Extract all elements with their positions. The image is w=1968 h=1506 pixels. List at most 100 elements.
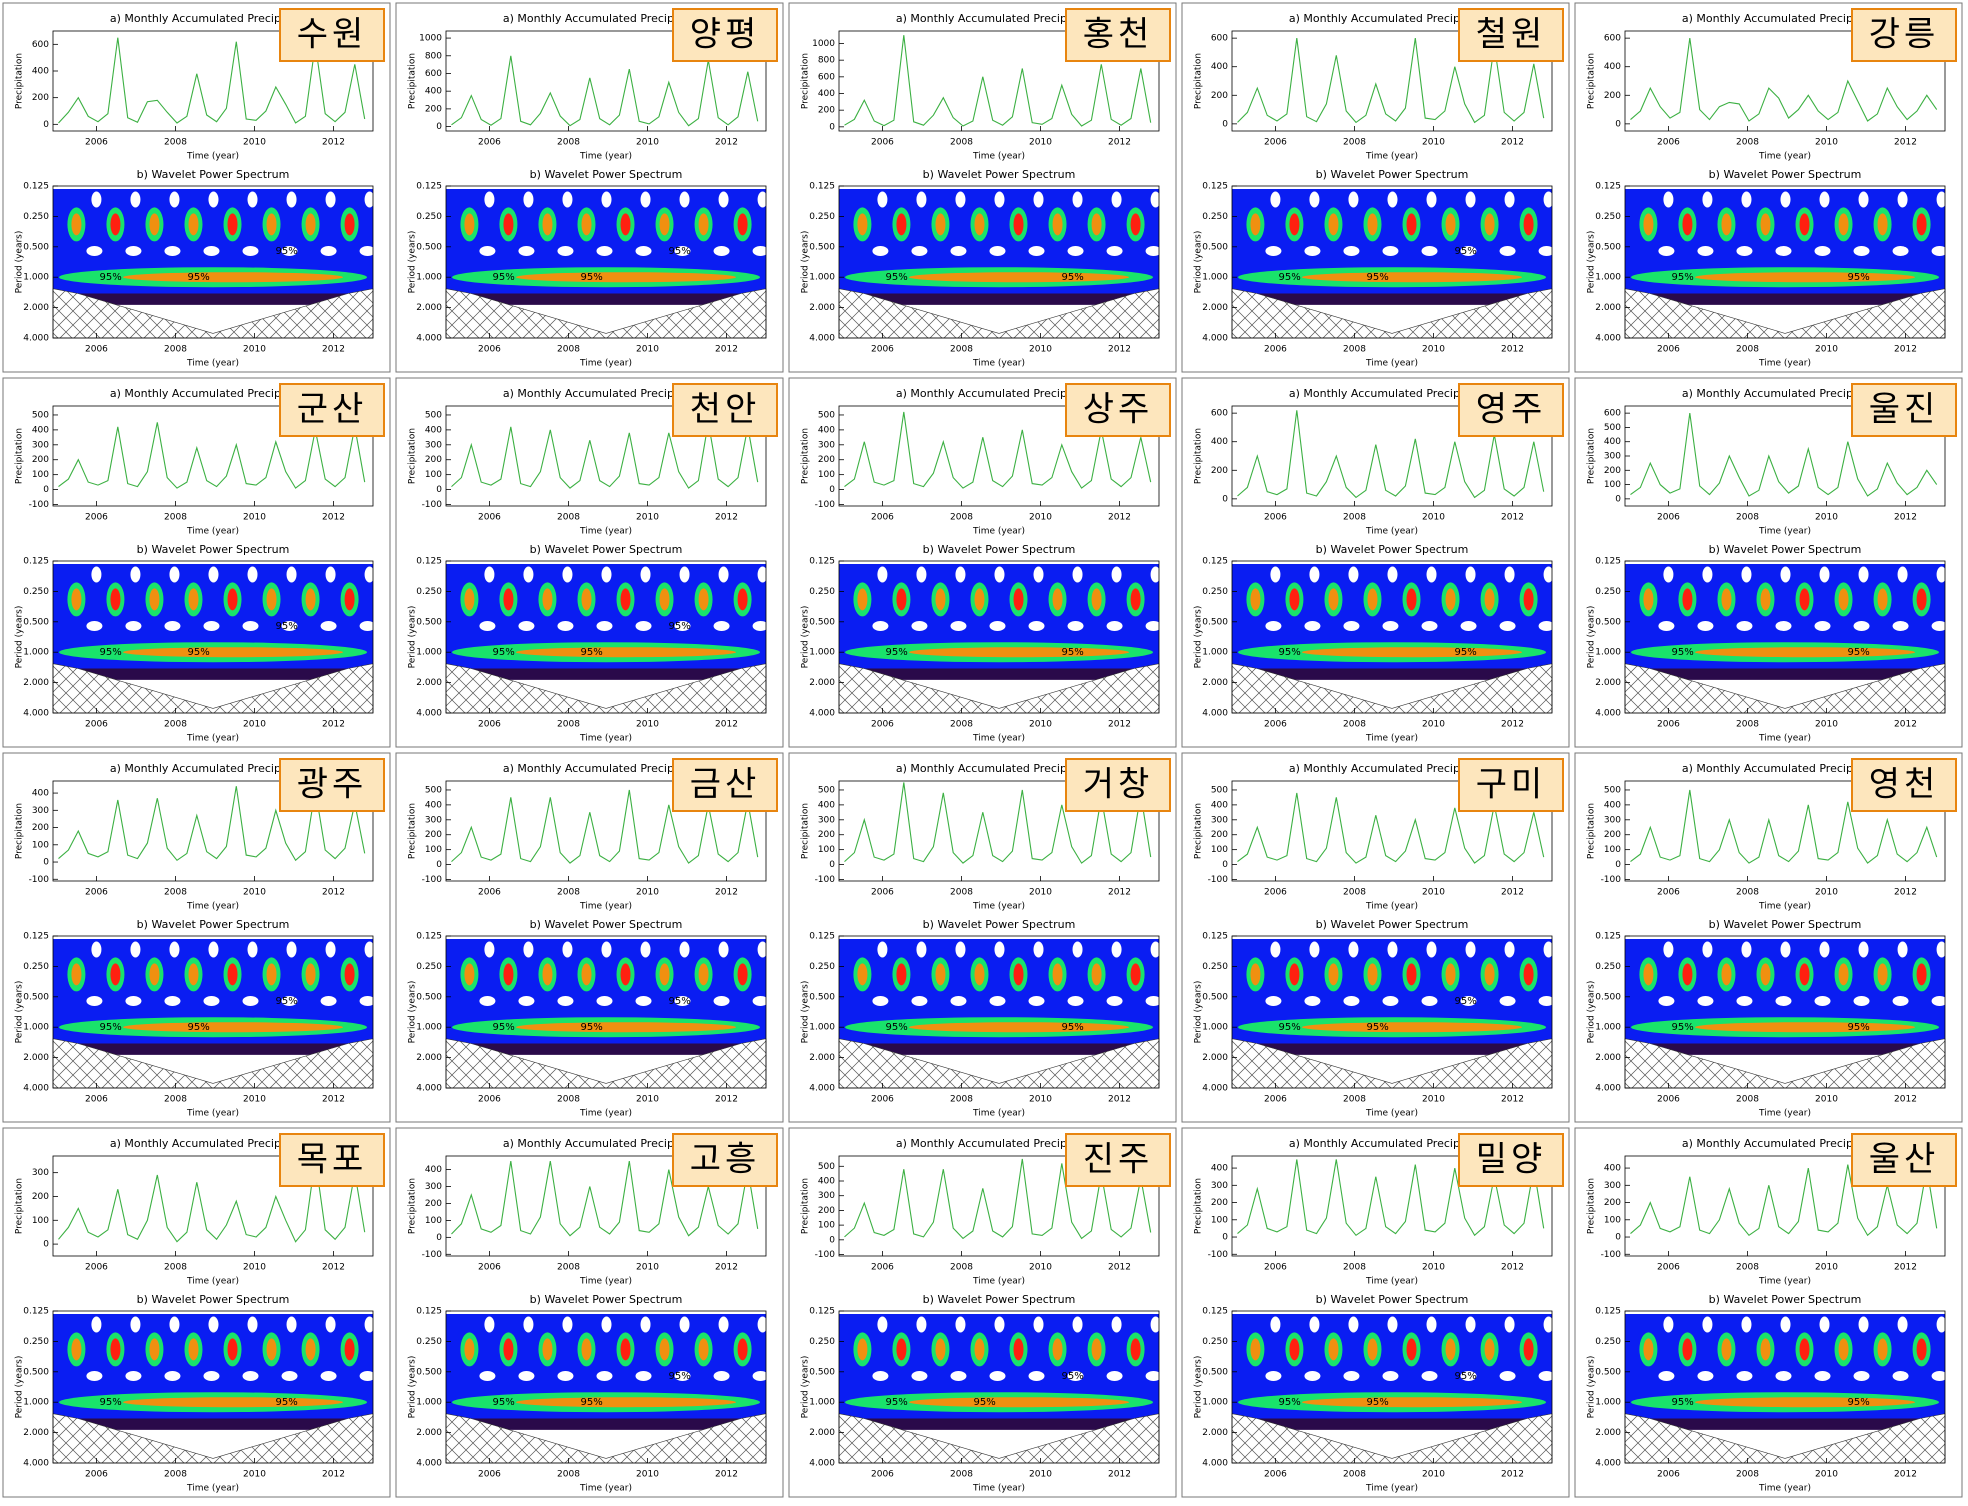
y-tick-label: -100	[1601, 1250, 1622, 1260]
station-panel: a) Monthly Accumulated Precipitation Prec…	[2, 1127, 391, 1498]
plot-frame	[52, 780, 374, 882]
x-axis-label: Time (year)	[1365, 1109, 1418, 1119]
y-tick-label: 2.000	[1595, 1053, 1621, 1063]
spectrum-blob-core	[1838, 588, 1849, 611]
spectrum-gap	[1702, 191, 1713, 208]
y-tick-label: 2.000	[809, 678, 835, 688]
significance-label: 95%	[1847, 1022, 1869, 1033]
x-tick-label: 2006	[1264, 138, 1287, 148]
x-axis-label: Time (year)	[579, 902, 632, 912]
spectrum-blob-core	[305, 963, 316, 986]
x-tick-label: 2008	[164, 513, 187, 523]
spectrum-gap	[752, 620, 769, 631]
x-axis-label: Time (year)	[1758, 902, 1811, 912]
y-tick-label: 300	[425, 815, 442, 825]
significance-label: 95%	[99, 272, 121, 283]
spectrum-gap	[518, 995, 535, 1006]
plot-title: a) Monthly Accumulated Precipitation	[896, 12, 1102, 25]
station-panel: a) Monthly Accumulated Precipitation Prec…	[395, 377, 784, 748]
spectrum-gap	[1343, 245, 1360, 256]
spectrum-gap	[1382, 995, 1399, 1006]
spectrum-gap	[674, 995, 691, 1006]
y-tick-label: 4.000	[1202, 1459, 1228, 1469]
y-tick-label: 400	[818, 800, 835, 810]
y-tick-label: 200	[1604, 1198, 1621, 1208]
y-tick-label: 0	[829, 1235, 835, 1245]
y-tick-label: 200	[425, 104, 442, 114]
y-tick-label: 4.000	[1202, 709, 1228, 719]
spectrum-top	[53, 1311, 373, 1314]
x-tick-label: 2012	[715, 1470, 738, 1480]
spectrum-blob-core	[1091, 1338, 1102, 1361]
y-axis-label: Precipitation	[1194, 53, 1204, 109]
spectrum-gap	[1741, 1316, 1752, 1333]
x-tick-label: 2006	[871, 1470, 894, 1480]
significance-label: 95%	[580, 1397, 602, 1408]
y-tick-label: 0.250	[416, 1337, 442, 1347]
spectrum-gap	[484, 1316, 495, 1333]
spectrum-blob-core	[1760, 963, 1771, 986]
y-axis-label: Precipitation	[408, 803, 418, 859]
x-tick-label: 2008	[164, 1095, 187, 1105]
spectrum-low	[53, 668, 373, 680]
y-tick-label: 300	[32, 806, 49, 816]
spectrum-low	[839, 1418, 1159, 1430]
y-tick-label: 0.250	[1202, 1337, 1228, 1347]
significance-label: 95%	[885, 1022, 907, 1033]
spectrum-gap	[1387, 191, 1398, 208]
spectrum-blob-core	[1130, 1338, 1141, 1361]
x-tick-label: 2010	[1029, 1095, 1052, 1105]
spectrum-gap	[208, 566, 219, 583]
plot-title: b) Wavelet Power Spectrum	[1709, 1293, 1862, 1306]
station-panel: a) Monthly Accumulated Precipitation Prec…	[788, 752, 1177, 1123]
y-tick-label: 400	[32, 67, 49, 77]
spectrum-blob-core	[1916, 213, 1927, 236]
y-tick-label: 200	[32, 455, 49, 465]
spectrum-gap	[325, 941, 336, 958]
spectrum-band-core	[1302, 647, 1522, 658]
x-axis-label: Time (year)	[972, 1277, 1025, 1287]
x-tick-label: 2010	[636, 888, 659, 898]
x-tick-label: 2010	[243, 513, 266, 523]
y-tick-label: 400	[818, 1177, 835, 1187]
station-label: 천안	[690, 390, 761, 430]
spectrum-gap	[1067, 995, 1084, 1006]
significance-label: 95%	[1847, 647, 1869, 658]
spectrum-gap	[950, 245, 967, 256]
plot-title: a) Monthly Accumulated Precipitation	[110, 387, 316, 400]
plot-frame	[1624, 185, 1946, 339]
spectrum-blob-core	[542, 588, 553, 611]
y-axis-label: Period (years)	[1587, 606, 1597, 669]
y-tick-label: 400	[1211, 800, 1228, 810]
spectrum-gap	[484, 191, 495, 208]
x-tick-label: 2012	[1108, 1470, 1131, 1480]
spectrum-blob-core	[542, 213, 553, 236]
y-tick-label: 4.000	[1595, 1459, 1621, 1469]
station-panel: a) Monthly Accumulated Precipitation Prec…	[395, 752, 784, 1123]
y-tick-label: 400	[32, 425, 49, 435]
y-tick-label: 100	[1604, 1215, 1621, 1225]
plot-frame	[1624, 1155, 1946, 1257]
x-axis-label: Time (year)	[186, 359, 239, 369]
y-tick-label: 0.250	[809, 587, 835, 597]
plot-title: a) Monthly Accumulated Precipitation	[1682, 12, 1888, 25]
plot-frame	[1231, 1155, 1553, 1257]
spectrum-gap	[1111, 191, 1122, 208]
spectrum-gap	[1072, 191, 1083, 208]
spectrum-blob-core	[227, 588, 238, 611]
spectrum-blob-core	[542, 1338, 553, 1361]
spectrum-blob-core	[1130, 588, 1141, 611]
spectrum-gap	[1543, 566, 1554, 583]
spectrum-gap	[718, 1316, 729, 1333]
spectrum-blob-core	[1367, 588, 1378, 611]
y-tick-label: 4.000	[416, 1084, 442, 1094]
x-tick-label: 2006	[871, 720, 894, 730]
spectrum-gap	[679, 1316, 690, 1333]
x-tick-label: 2012	[715, 138, 738, 148]
y-tick-label: 1.000	[23, 273, 49, 283]
spectrum-gap	[1304, 620, 1321, 631]
significance-label: 95%	[187, 647, 209, 658]
precipitation-line	[1630, 413, 1938, 497]
y-tick-label: 2.000	[23, 678, 49, 688]
plot-title: a) Monthly Accumulated Precipitation	[896, 387, 1102, 400]
